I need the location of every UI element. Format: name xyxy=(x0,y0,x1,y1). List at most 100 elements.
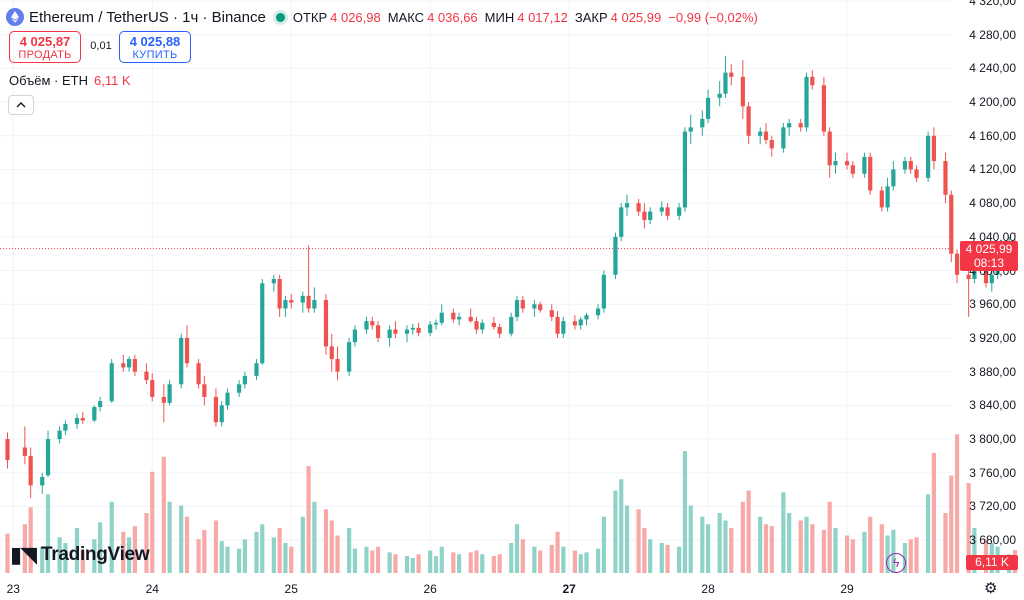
volume-bar xyxy=(109,501,114,573)
current-price-badge: 4 025,99 08:13 xyxy=(960,240,1018,271)
candle-body xyxy=(520,300,525,309)
gear-icon[interactable]: ⚙ xyxy=(984,580,998,597)
volume-bar xyxy=(584,552,589,573)
volume-bar xyxy=(416,554,421,573)
candle-body xyxy=(22,447,27,456)
sell-label: ПРОДАТЬ xyxy=(18,49,72,61)
candle-body xyxy=(729,72,734,77)
volume-bar xyxy=(538,550,543,573)
volume-bar xyxy=(879,524,884,573)
candle-body xyxy=(306,295,311,309)
candle-body xyxy=(758,131,763,136)
time-axis-label: 25 xyxy=(284,582,298,596)
candle-body xyxy=(746,106,751,136)
brand-name: TradingView xyxy=(41,544,150,565)
candle-body xyxy=(480,322,485,330)
candle-body xyxy=(271,279,276,284)
tradingview-logo[interactable]: ▮◥ TradingView xyxy=(10,542,150,568)
candle-body xyxy=(688,127,693,132)
volume-bar xyxy=(798,520,803,573)
volume-legend[interactable]: Объём · ETH 6,11 K xyxy=(9,73,131,88)
spread-value: 0,01 xyxy=(90,40,112,52)
candle-body xyxy=(410,327,415,330)
sell-button[interactable]: 4 025,87 ПРОДАТЬ xyxy=(9,31,81,63)
volume-bar xyxy=(254,531,259,573)
candle-body xyxy=(63,423,68,431)
volume-bar xyxy=(184,516,190,573)
volume-bar xyxy=(393,554,398,573)
close-value: 4 025,99 xyxy=(610,9,662,25)
candle-body xyxy=(352,329,357,343)
volume-bar xyxy=(451,552,456,573)
volume-bar xyxy=(555,531,560,573)
candle-body xyxy=(109,363,114,402)
volume-bar xyxy=(648,539,653,573)
volume-bar xyxy=(514,524,520,573)
candle-body xyxy=(393,329,398,334)
candle-body xyxy=(885,186,890,208)
volume-bar xyxy=(352,548,357,573)
volume-bar xyxy=(613,490,618,573)
volume-bar xyxy=(323,509,329,573)
candle-body xyxy=(723,72,728,94)
volume-bar xyxy=(700,516,705,573)
volume-bar xyxy=(213,520,219,573)
chart-legend-header: Ethereum / TetherUS · 1ч · Binance ОТКР … xyxy=(6,6,762,28)
volume-bar xyxy=(92,539,97,573)
volume-bar xyxy=(300,516,305,573)
open-value: 4 026,98 xyxy=(330,9,381,25)
volume-legend-label: Объём · ETH xyxy=(9,73,88,88)
buy-button[interactable]: 4 025,88 КУПИТЬ xyxy=(119,31,191,63)
candle-body xyxy=(196,363,201,385)
collapse-legend-button[interactable] xyxy=(8,95,34,115)
volume-bar xyxy=(196,539,201,573)
volume-bar xyxy=(827,501,832,573)
volume-bar xyxy=(387,552,392,573)
volume-bar xyxy=(572,550,578,573)
volume-bar xyxy=(433,556,439,573)
volume-bar xyxy=(335,535,340,573)
volume-bar xyxy=(132,526,137,573)
candle-body xyxy=(225,392,230,406)
low-label: МИН xyxy=(484,9,515,25)
volume-bar xyxy=(63,543,68,573)
volume-bar xyxy=(862,531,867,573)
candle-body xyxy=(954,253,960,275)
volume-bar xyxy=(364,546,369,573)
candle-body xyxy=(57,430,62,440)
volume-bar xyxy=(642,528,647,573)
volume-bar xyxy=(532,546,537,573)
lightning-icon[interactable]: ϟ xyxy=(886,553,906,573)
price-axis-label: 3 880,00 xyxy=(969,364,1016,379)
candle-body xyxy=(642,211,647,221)
volume-bar xyxy=(144,513,149,573)
price-axis-label: 3 920,00 xyxy=(969,330,1016,345)
volume-badge: 6,11 K xyxy=(966,555,1018,570)
candle-body xyxy=(497,327,502,334)
candle-body xyxy=(213,396,219,423)
volume-bar xyxy=(5,533,10,573)
volume-bar xyxy=(497,554,502,573)
time-axis-label: 27 xyxy=(562,582,576,596)
time-axis-label: 26 xyxy=(423,582,437,596)
candle-body xyxy=(451,312,456,320)
symbol-title[interactable]: Ethereum / TetherUS · 1ч · Binance xyxy=(29,8,266,26)
candle-body xyxy=(717,93,722,98)
volume-bar xyxy=(179,505,184,573)
volume-bar xyxy=(926,494,931,573)
chevron-up-icon xyxy=(16,102,26,108)
volume-bar xyxy=(833,528,838,573)
volume-bar xyxy=(167,501,172,573)
volume-bar xyxy=(549,544,554,573)
volume-bar xyxy=(219,541,224,573)
volume-bar xyxy=(966,483,971,573)
volume-bar xyxy=(665,544,670,573)
candle-body xyxy=(150,380,155,397)
volume-bar xyxy=(949,475,954,573)
market-open-indicator xyxy=(275,12,285,22)
candle-body xyxy=(862,156,867,174)
volume-bar xyxy=(121,531,126,573)
volume-bar xyxy=(787,513,792,573)
candle-body xyxy=(167,384,172,403)
